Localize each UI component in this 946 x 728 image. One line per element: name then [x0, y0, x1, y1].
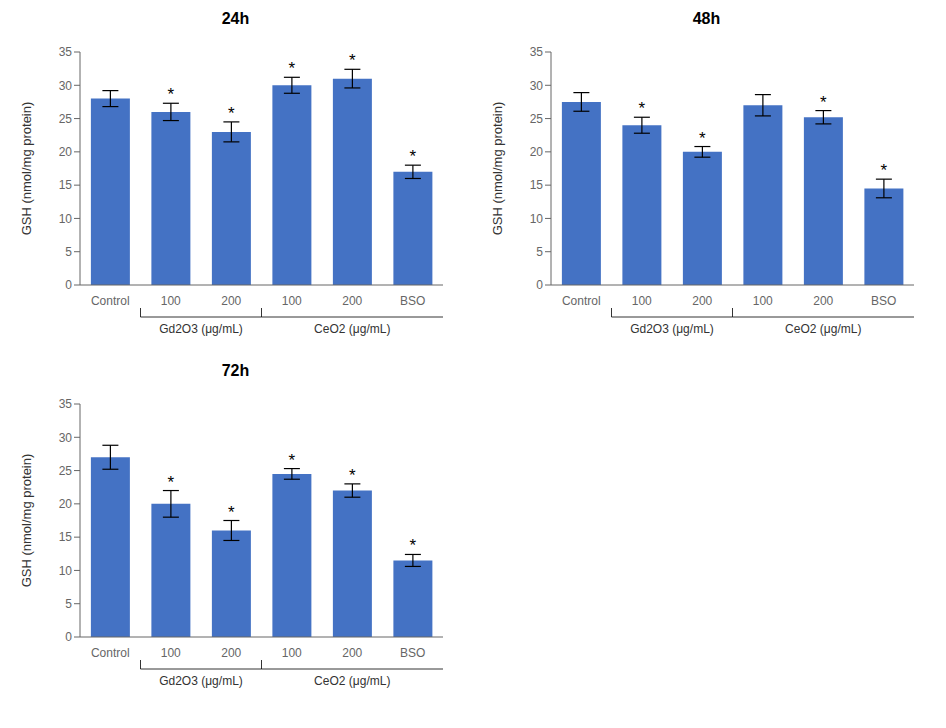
- svg-text:Control: Control: [562, 294, 601, 308]
- svg-text:200: 200: [221, 646, 241, 660]
- svg-text:100: 100: [161, 646, 181, 660]
- svg-text:20: 20: [59, 145, 73, 159]
- svg-text:Control: Control: [91, 646, 130, 660]
- svg-text:25: 25: [59, 464, 73, 478]
- svg-text:15: 15: [530, 178, 544, 192]
- svg-text:Gd2O3 (μg/mL): Gd2O3 (μg/mL): [630, 322, 714, 336]
- svg-text:200: 200: [692, 294, 712, 308]
- svg-text:10: 10: [59, 564, 73, 578]
- svg-text:15: 15: [59, 178, 73, 192]
- svg-text:Gd2O3 (μg/mL): Gd2O3 (μg/mL): [159, 322, 243, 336]
- svg-text:20: 20: [530, 145, 544, 159]
- html-text:24h: 24h: [221, 10, 250, 27]
- svg-text:200: 200: [342, 646, 362, 660]
- svg-text:20: 20: [59, 497, 73, 511]
- svg-text:0: 0: [65, 630, 72, 644]
- svg-text:*: *: [699, 129, 706, 148]
- svg-text:*: *: [410, 536, 417, 555]
- svg-text:Control: Control: [91, 294, 130, 308]
- svg-text:200: 200: [813, 294, 833, 308]
- svg-text:*: *: [639, 99, 646, 118]
- svg-text:*: *: [168, 85, 175, 104]
- svg-text:100: 100: [161, 294, 181, 308]
- svg-text:30: 30: [59, 431, 73, 445]
- svg-text:BSO: BSO: [400, 294, 425, 308]
- svg-text:35: 35: [59, 397, 73, 411]
- svg-text:*: *: [228, 503, 235, 522]
- svg-text:5: 5: [65, 597, 72, 611]
- svg-text:GSH (nmol/mg protein): GSH (nmol/mg protein): [19, 454, 34, 588]
- svg-text:100: 100: [632, 294, 652, 308]
- svg-text:*: *: [228, 104, 235, 123]
- svg-text:Gd2O3 (μg/mL): Gd2O3 (μg/mL): [159, 674, 243, 688]
- html-text:72h: 72h: [221, 362, 250, 379]
- svg-text:*: *: [289, 451, 296, 470]
- svg-text:GSH (nmol/mg protein): GSH (nmol/mg protein): [490, 102, 505, 236]
- svg-text:15: 15: [59, 530, 73, 544]
- svg-text:*: *: [349, 51, 356, 70]
- svg-text:*: *: [349, 466, 356, 485]
- svg-text:*: *: [289, 59, 296, 78]
- svg-text:CeO2 (μg/mL): CeO2 (μg/mL): [314, 674, 390, 688]
- svg-text:GSH (nmol/mg protein): GSH (nmol/mg protein): [19, 102, 34, 236]
- svg-text:100: 100: [753, 294, 773, 308]
- svg-text:25: 25: [530, 112, 544, 126]
- svg-text:5: 5: [65, 245, 72, 259]
- svg-text:*: *: [410, 147, 417, 166]
- svg-text:30: 30: [530, 79, 544, 93]
- svg-text:30: 30: [59, 79, 73, 93]
- svg-text:35: 35: [530, 45, 544, 59]
- html-text:48h: 48h: [692, 10, 721, 27]
- svg-text:0: 0: [536, 278, 543, 292]
- svg-text:5: 5: [536, 245, 543, 259]
- svg-text:10: 10: [59, 212, 73, 226]
- svg-text:*: *: [820, 93, 827, 112]
- svg-text:0: 0: [65, 278, 72, 292]
- svg-text:BSO: BSO: [400, 646, 425, 660]
- svg-text:200: 200: [342, 294, 362, 308]
- svg-text:35: 35: [59, 45, 73, 59]
- svg-text:CeO2 (μg/mL): CeO2 (μg/mL): [785, 322, 861, 336]
- svg-text:*: *: [881, 161, 888, 180]
- svg-text:200: 200: [221, 294, 241, 308]
- svg-text:100: 100: [282, 646, 302, 660]
- svg-text:25: 25: [59, 112, 73, 126]
- svg-text:100: 100: [282, 294, 302, 308]
- svg-text:CeO2 (μg/mL): CeO2 (μg/mL): [314, 322, 390, 336]
- svg-text:*: *: [168, 473, 175, 492]
- svg-text:BSO: BSO: [871, 294, 896, 308]
- svg-text:10: 10: [530, 212, 544, 226]
